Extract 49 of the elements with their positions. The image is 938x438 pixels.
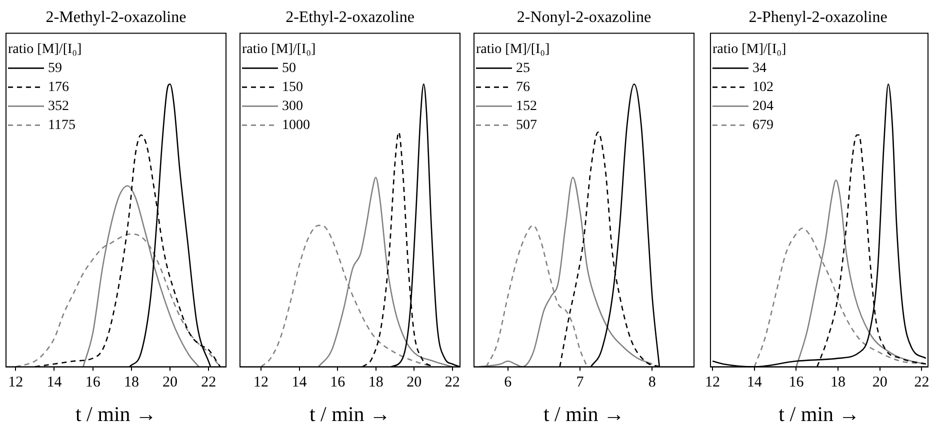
- legend-label: 204: [752, 98, 774, 114]
- legend-label: 1175: [48, 118, 76, 133]
- x-axis-title: t / min →: [543, 402, 625, 426]
- x-tick-label: 18: [368, 374, 384, 391]
- x-tick-label: 22: [201, 374, 216, 391]
- x-tick-label: 12: [254, 374, 269, 391]
- legend-label: 34: [752, 60, 766, 76]
- x-axis-title: t / min →: [309, 402, 391, 426]
- legend-label: 152: [516, 98, 537, 114]
- x-tick-label: 14: [292, 374, 308, 391]
- x-tick-label: 16: [330, 374, 346, 391]
- legend-label: 102: [752, 80, 774, 95]
- legend-title: ratio [M]/[I₀]: [476, 42, 550, 57]
- legend-label: 76: [516, 80, 530, 95]
- x-tick-label: 22: [444, 374, 460, 391]
- legend-label: 352: [48, 98, 69, 114]
- x-tick-label: 7: [576, 374, 584, 391]
- x-tick-label: 20: [406, 374, 422, 391]
- legend-label: 25: [516, 60, 530, 76]
- x-tick-label: 12: [705, 374, 720, 391]
- legend-label: 50: [282, 60, 296, 76]
- x-axis-title: t / min →: [75, 402, 157, 426]
- legend-label: 150: [282, 80, 303, 95]
- x-tick-label: 16: [788, 374, 804, 391]
- x-tick-label: 14: [46, 374, 62, 391]
- x-tick-label: 18: [124, 374, 139, 391]
- legend-label: 300: [282, 98, 303, 114]
- legend-title: ratio [M]/[I₀]: [8, 42, 82, 57]
- legend-title: ratio [M]/[I₀]: [242, 42, 316, 57]
- chart-title: 2-Phenyl-2-oxazoline: [748, 8, 888, 26]
- legend-label: 507: [516, 118, 537, 133]
- chart-title: 2-Nonyl-2-oxazoline: [516, 8, 652, 26]
- legend-label: 59: [48, 60, 62, 76]
- legend-label: 679: [752, 118, 774, 133]
- chart-title: 2-Ethyl-2-oxazoline: [286, 8, 414, 26]
- x-tick-label: 18: [830, 374, 846, 391]
- x-tick-label: 6: [504, 374, 512, 391]
- x-tick-label: 22: [914, 374, 930, 391]
- legend-label: 1000: [282, 118, 310, 133]
- x-tick-label: 12: [8, 374, 24, 391]
- x-tick-label: 16: [85, 374, 101, 391]
- x-axis-title: t / min →: [778, 402, 860, 426]
- x-tick-label: 8: [648, 374, 656, 391]
- chart-title: 2-Methyl-2-oxazoline: [46, 8, 186, 26]
- x-tick-label: 14: [746, 374, 762, 391]
- legend-title: ratio [M]/[I₀]: [712, 42, 786, 57]
- x-tick-label: 20: [872, 374, 888, 391]
- legend-label: 176: [48, 80, 69, 95]
- x-tick-label: 20: [162, 374, 178, 391]
